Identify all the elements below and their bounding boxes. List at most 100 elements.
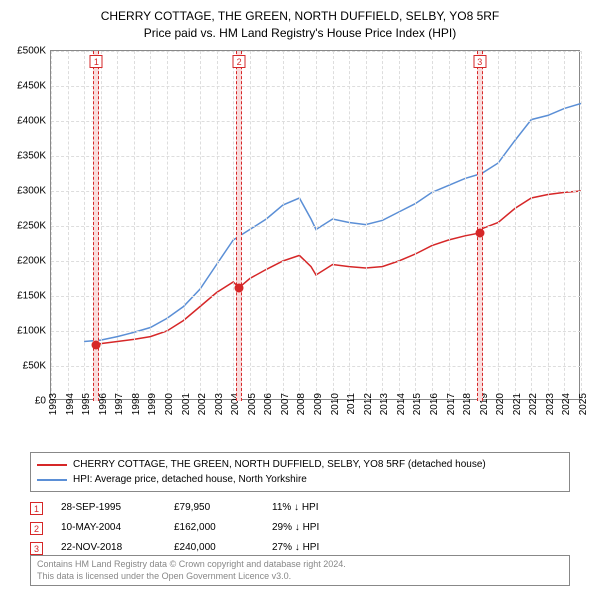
x-gridline [217,51,218,401]
x-tick-label: 2006 [263,393,274,415]
sale-date: 10-MAY-2004 [61,520,156,536]
sales-table: 1 28-SEP-1995 £79,950 11% ↓ HPI 2 10-MAY… [30,498,570,558]
y-tick-label: £150K [1,291,46,302]
y-tick-label: £500K [1,46,46,57]
y-tick-label: £450K [1,81,46,92]
x-tick-label: 2012 [363,393,374,415]
sale-marker-band [236,51,242,401]
x-tick-label: 2002 [197,393,208,415]
x-gridline [581,51,582,401]
x-gridline [266,51,267,401]
x-tick-label: 2011 [346,393,357,415]
footer-line: This data is licensed under the Open Gov… [37,571,563,583]
x-gridline [101,51,102,401]
x-gridline [167,51,168,401]
x-gridline [449,51,450,401]
x-gridline [399,51,400,401]
x-gridline [382,51,383,401]
x-gridline [531,51,532,401]
x-tick-label: 2024 [561,393,572,415]
sale-price: £79,950 [174,500,254,516]
x-gridline [299,51,300,401]
sale-marker-dot [475,229,484,238]
legend: CHERRY COTTAGE, THE GREEN, NORTH DUFFIEL… [30,452,570,492]
x-gridline [316,51,317,401]
sale-marker-band [477,51,483,401]
x-tick-label: 2014 [396,393,407,415]
sale-marker-number: 3 [473,55,486,68]
x-tick-label: 2020 [495,393,506,415]
y-tick-label: £200K [1,256,46,267]
x-tick-label: 2010 [330,393,341,415]
x-gridline [548,51,549,401]
y-tick-label: £50K [1,361,46,372]
x-gridline [84,51,85,401]
x-gridline [564,51,565,401]
x-gridline [184,51,185,401]
sale-row: 1 28-SEP-1995 £79,950 11% ↓ HPI [30,498,570,518]
chart-title: CHERRY COTTAGE, THE GREEN, NORTH DUFFIEL… [0,0,600,42]
x-tick-label: 1998 [131,393,142,415]
x-gridline [498,51,499,401]
x-tick-label: 1995 [81,393,92,415]
x-tick-label: 2022 [528,393,539,415]
x-gridline [515,51,516,401]
x-tick-label: 2007 [280,393,291,415]
y-tick-label: £300K [1,186,46,197]
sale-marker-box: 3 [30,542,43,555]
legend-label: CHERRY COTTAGE, THE GREEN, NORTH DUFFIEL… [73,457,486,472]
x-tick-label: 1994 [65,393,76,415]
x-tick-label: 2018 [462,393,473,415]
x-gridline [349,51,350,401]
sale-price: £240,000 [174,540,254,556]
series-line-property [96,191,581,345]
footer-line: Contains HM Land Registry data © Crown c… [37,559,563,571]
x-gridline [150,51,151,401]
plot-area: £0£50K£100K£150K£200K£250K£300K£350K£400… [50,50,580,400]
attribution-footer: Contains HM Land Registry data © Crown c… [30,555,570,586]
x-tick-label: 2021 [512,393,523,415]
x-tick-label: 1993 [48,393,59,415]
x-tick-label: 2016 [429,393,440,415]
sale-hpi-delta: 27% ↓ HPI [272,540,319,556]
sale-marker-number: 2 [233,55,246,68]
legend-label: HPI: Average price, detached house, Nort… [73,472,307,487]
sale-marker-box: 1 [30,502,43,515]
y-tick-label: £250K [1,221,46,232]
x-tick-label: 2017 [446,393,457,415]
sale-price: £162,000 [174,520,254,536]
x-tick-label: 2013 [379,393,390,415]
title-subtitle: Price paid vs. HM Land Registry's House … [0,25,600,42]
sale-date: 22-NOV-2018 [61,540,156,556]
sale-marker-dot [235,283,244,292]
x-gridline [233,51,234,401]
x-tick-label: 2008 [296,393,307,415]
sale-row: 2 10-MAY-2004 £162,000 29% ↓ HPI [30,518,570,538]
x-gridline [51,51,52,401]
x-gridline [117,51,118,401]
x-tick-label: 2005 [247,393,258,415]
sale-marker-dot [92,341,101,350]
x-gridline [465,51,466,401]
legend-row: CHERRY COTTAGE, THE GREEN, NORTH DUFFIEL… [37,457,563,472]
x-tick-label: 2023 [545,393,556,415]
x-gridline [68,51,69,401]
x-tick-label: 1997 [114,393,125,415]
x-tick-label: 2003 [214,393,225,415]
y-tick-label: £400K [1,116,46,127]
sale-hpi-delta: 29% ↓ HPI [272,520,319,536]
x-tick-label: 2025 [578,393,589,415]
x-tick-label: 2000 [164,393,175,415]
legend-row: HPI: Average price, detached house, Nort… [37,472,563,487]
chart-container: CHERRY COTTAGE, THE GREEN, NORTH DUFFIEL… [0,0,600,590]
sale-hpi-delta: 11% ↓ HPI [272,500,319,516]
y-tick-label: £0 [1,396,46,407]
y-tick-label: £350K [1,151,46,162]
title-address: CHERRY COTTAGE, THE GREEN, NORTH DUFFIEL… [0,8,600,25]
x-gridline [333,51,334,401]
x-tick-label: 2009 [313,393,324,415]
sale-date: 28-SEP-1995 [61,500,156,516]
x-tick-label: 2001 [181,393,192,415]
x-gridline [134,51,135,401]
x-gridline [200,51,201,401]
